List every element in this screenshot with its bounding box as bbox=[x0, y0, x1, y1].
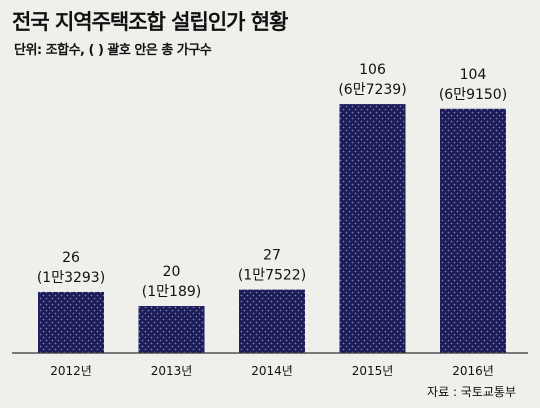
source-note: 자료 : 국토교통부 bbox=[427, 385, 516, 399]
value-label: 104 bbox=[460, 67, 487, 83]
households-label: (1만7522) bbox=[238, 268, 306, 284]
households-label: (1만189) bbox=[142, 284, 201, 300]
value-label: 26 bbox=[62, 250, 80, 266]
households-label: (6만7239) bbox=[338, 82, 406, 98]
chart-subtitle: 단위: 조합수, ( ) 괄호 안은 총 가구수 bbox=[14, 43, 212, 58]
x-tick-label: 2012년 bbox=[50, 364, 92, 378]
value-label: 27 bbox=[263, 248, 281, 264]
bar-2014년 bbox=[239, 289, 305, 353]
x-tick-label: 2015년 bbox=[352, 364, 394, 378]
x-tick-label: 2016년 bbox=[452, 364, 494, 378]
bar-2015년 bbox=[339, 104, 406, 353]
x-tick-label: 2013년 bbox=[151, 364, 193, 378]
value-label: 106 bbox=[359, 62, 386, 78]
bar-2013년 bbox=[138, 306, 205, 353]
chart-title: 전국 지역주택조합 설립인가 현황 bbox=[12, 10, 288, 34]
households-label: (1만3293) bbox=[37, 270, 105, 286]
bar-2012년 bbox=[38, 291, 104, 353]
value-label: 20 bbox=[163, 264, 181, 280]
x-tick-label: 2014년 bbox=[251, 364, 293, 378]
bar-2016년 bbox=[440, 108, 506, 354]
households-label: (6만9150) bbox=[439, 87, 507, 103]
